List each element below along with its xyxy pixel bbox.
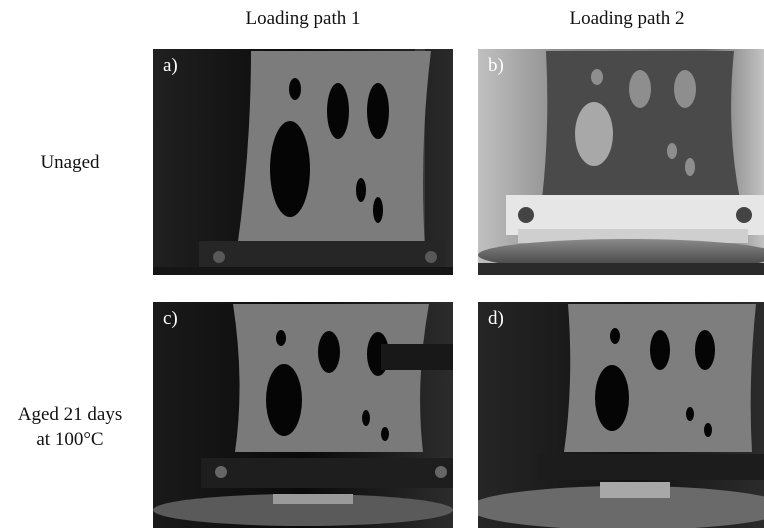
row-label-aged: Aged 21 days at 100°C [0,402,140,452]
panel-label-c: c) [163,308,178,329]
specimen-c [233,304,429,452]
specimen-d [564,304,756,452]
column-header-loading-path-1: Loading path 1 [245,8,361,29]
photo-panel-d: d) [478,302,764,528]
row-label-aged-line1: Aged 21 days [17,404,123,425]
column-header-loading-path-2: Loading path 2 [569,8,685,29]
specimen-photo-d [478,302,764,528]
photo-panel-b: b) [478,49,764,275]
specimen-a [237,51,431,249]
specimen-photo-b [478,49,764,275]
specimen-photo-a [153,49,453,275]
photo-panel-c: c) [153,302,453,528]
photo-panel-a: a) [153,49,453,275]
specimen-photo-c [153,302,453,528]
panel-label-a: a) [163,55,178,76]
panel-label-d: d) [488,308,504,329]
row-label-aged-line2: at 100°C [36,429,104,450]
panel-label-b: b) [488,55,504,76]
row-label-unaged: Unaged [40,152,100,173]
